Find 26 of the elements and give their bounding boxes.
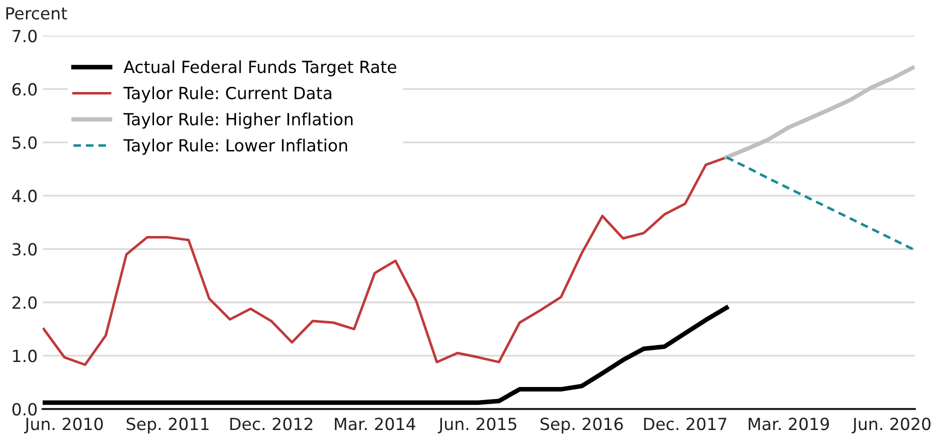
legend-label: Taylor Rule: Lower Inflation <box>123 138 348 155</box>
y-tick-label: 0.0 <box>12 402 37 416</box>
y-axis-title: Percent <box>6 7 68 20</box>
x-tick-label: Sep. 2011 <box>126 418 209 434</box>
x-tick-label: Dec. 2012 <box>230 418 312 430</box>
x-tick-label: Mar. 2014 <box>334 418 416 430</box>
y-tick-label: 6.0 <box>12 83 37 96</box>
line-series <box>42 305 729 405</box>
line-series <box>724 66 915 160</box>
legend-label: Actual Federal Funds Target Rate <box>124 60 396 76</box>
y-tick-label: 7.0 <box>12 30 37 42</box>
y-tick-label: 3.0 <box>12 243 37 256</box>
line-series <box>42 156 728 366</box>
line-series <box>725 156 914 250</box>
x-tick-label: Jun. 2015 <box>438 418 516 434</box>
legend-label: Taylor Rule: Current Data <box>123 86 332 103</box>
x-tick-label: Dec. 2017 <box>644 418 726 430</box>
y-tick-label: 5.0 <box>12 136 37 149</box>
y-tick-label: 2.0 <box>12 296 37 309</box>
x-tick-label: Sep. 2016 <box>540 418 623 434</box>
x-tick-label: Jun. 2020 <box>852 418 930 434</box>
legend-label: Taylor Rule: Higher Inflation <box>123 112 353 129</box>
x-tick-label: Jun. 2010 <box>24 418 103 434</box>
y-tick-label: 4.0 <box>12 190 37 202</box>
x-tick-label: Mar. 2019 <box>748 418 829 430</box>
y-tick-label: 1.0 <box>13 350 37 362</box>
